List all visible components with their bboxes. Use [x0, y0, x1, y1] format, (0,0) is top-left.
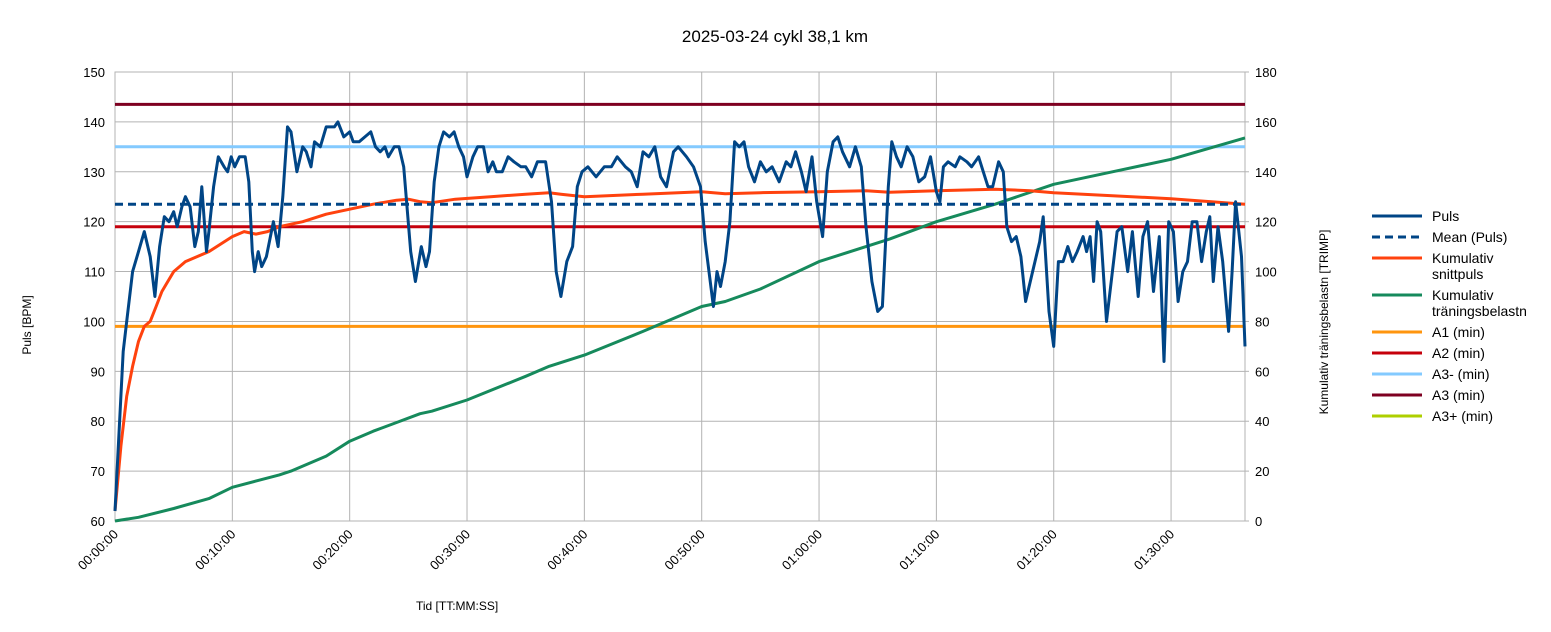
y-tick-label: 70: [91, 464, 105, 479]
y-tick-label: 120: [83, 215, 105, 230]
series-line: [113, 120, 1247, 512]
y-tick-label: 140: [83, 115, 105, 130]
x-tick-label: 00:30:00: [427, 527, 473, 573]
y2-tick-label: 180: [1255, 65, 1277, 80]
y-tick-label: 100: [83, 314, 105, 329]
legend-entry: A1 (min): [1370, 324, 1545, 340]
y2-tick-label: 0: [1255, 514, 1262, 529]
legend-label: A1 (min): [1432, 324, 1485, 340]
legend-swatch: [1372, 256, 1422, 260]
legend-entry: Kumulativ träningsbelastn: [1370, 287, 1545, 319]
legend-entry: Mean (Puls): [1370, 229, 1545, 245]
legend-swatch: [1372, 393, 1422, 397]
series-line: [114, 136, 1246, 523]
plot-area: [114, 71, 1246, 522]
y-tick-label: 110: [84, 265, 105, 280]
x-tick-label: 01:20:00: [1013, 527, 1059, 573]
y-tick-label: 130: [83, 165, 105, 180]
legend-swatch: [1372, 214, 1422, 218]
y-tick-label: 150: [83, 65, 105, 80]
y2-tick-label: 60: [1255, 364, 1269, 379]
y2-axis-title: Kumulativ träningsbelastn [TRIMP]: [1317, 230, 1331, 415]
y2-tick-label: 100: [1255, 265, 1277, 280]
legend: Puls Mean (Puls) Kumulativ snittpuls Kumula…: [1370, 208, 1545, 429]
legend-swatch: [1372, 293, 1422, 297]
y2-tick-label: 80: [1255, 314, 1269, 329]
y-tick-label: 60: [91, 514, 105, 529]
legend-label: Puls: [1432, 208, 1460, 224]
legend-swatch: [1372, 351, 1422, 355]
x-tick-label: 00:10:00: [192, 527, 238, 573]
legend-entry: A3 (min): [1370, 387, 1545, 403]
legend-label: A3- (min): [1432, 366, 1490, 382]
x-tick-label: 01:00:00: [779, 527, 825, 573]
x-tick-label: 00:20:00: [309, 527, 355, 573]
legend-entry: Puls: [1370, 208, 1545, 224]
x-axis-title: Tid [TT:MM:SS]: [416, 599, 498, 613]
legend-label: Kumulativ träningsbelastn: [1432, 287, 1527, 319]
legend-swatch: [1372, 414, 1422, 418]
legend-entry: A3+ (min): [1370, 408, 1545, 424]
y2-tick-label: 140: [1255, 165, 1277, 180]
legend-label: Kumulativ snittpuls: [1432, 250, 1494, 282]
x-tick-label: 01:10:00: [896, 527, 942, 573]
y-tick-label: 80: [91, 414, 105, 429]
x-tick-label: 00:00:00: [75, 527, 121, 573]
legend-label: A3+ (min): [1432, 408, 1494, 424]
x-tick-label: 01:30:00: [1131, 527, 1177, 573]
y-axis-title: Puls [BPM]: [20, 295, 34, 354]
y2-tick-label: 40: [1255, 414, 1269, 429]
y2-tick-label: 20: [1255, 464, 1269, 479]
y2-tick-label: 160: [1255, 115, 1277, 130]
legend-entry: Kumulativ snittpuls: [1370, 250, 1545, 282]
x-tick-label: 00:40:00: [544, 527, 590, 573]
chart-title: 2025-03-24 cykl 38,1 km: [682, 27, 868, 46]
x-tick-label: 00:50:00: [661, 527, 707, 573]
legend-label: A3 (min): [1432, 387, 1485, 403]
legend-entry: A2 (min): [1370, 345, 1545, 361]
legend-entry: A3- (min): [1370, 366, 1545, 382]
y2-tick-label: 120: [1255, 215, 1277, 230]
series-line: [113, 187, 1246, 512]
y-tick-label: 90: [91, 364, 105, 379]
legend-swatch: [1372, 235, 1422, 239]
legend-label: A2 (min): [1432, 345, 1485, 361]
legend-label: Mean (Puls): [1432, 229, 1508, 245]
legend-swatch: [1372, 372, 1422, 376]
legend-swatch: [1372, 330, 1422, 334]
